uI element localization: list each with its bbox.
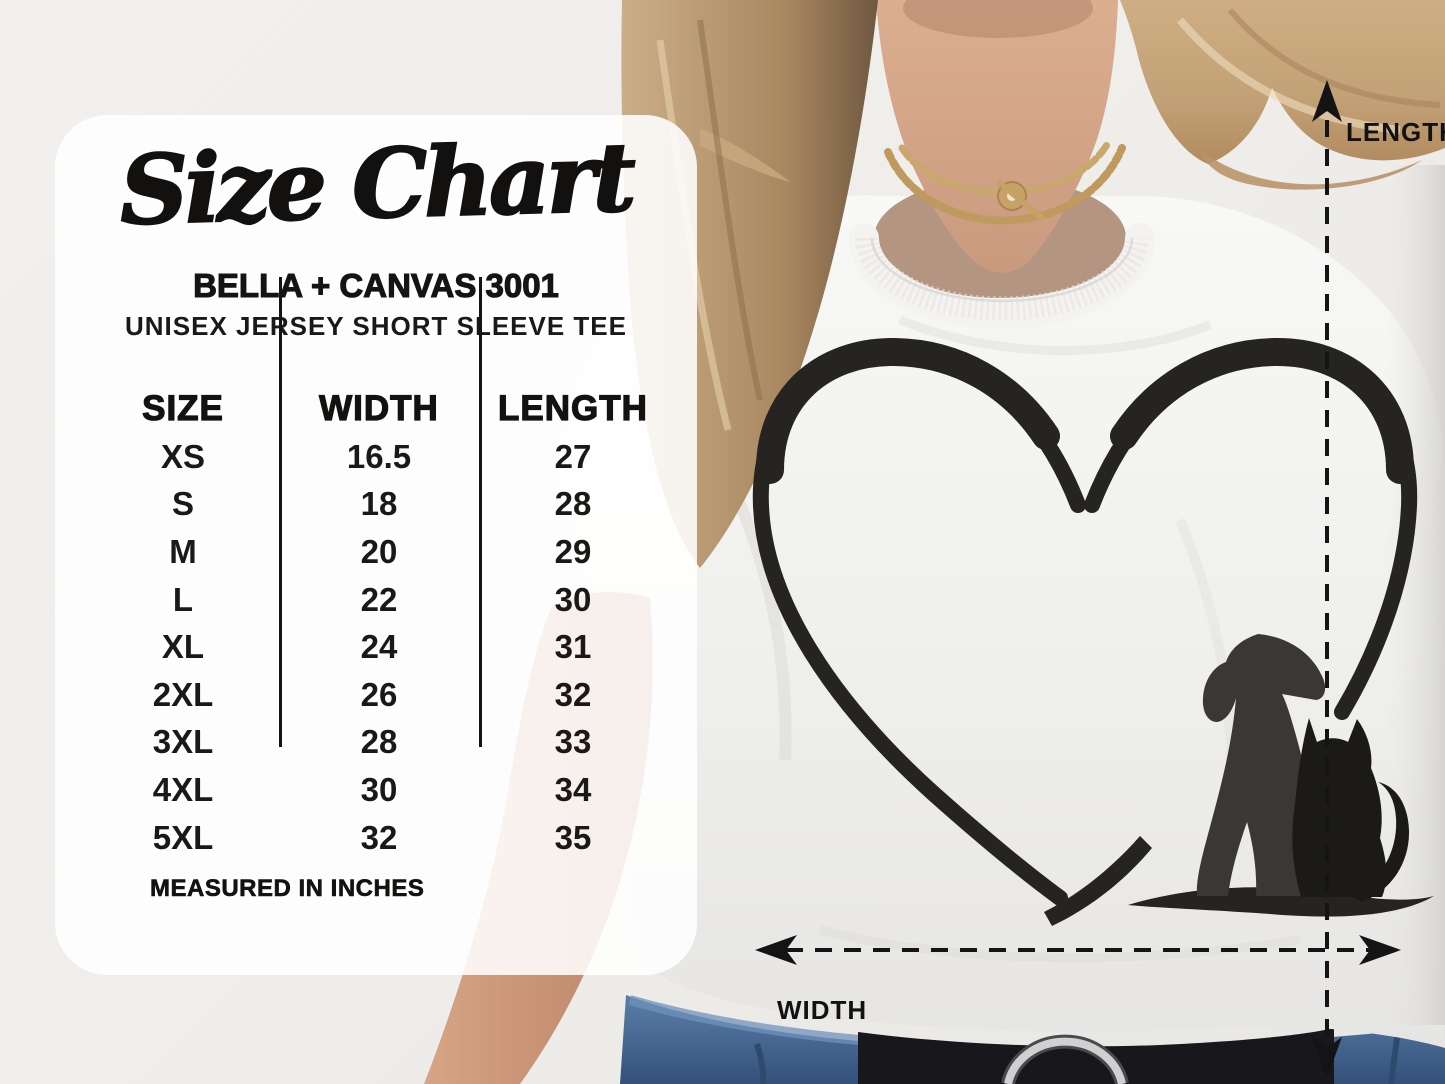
cell-size: XS bbox=[160, 437, 206, 475]
width-measure-label: WIDTH bbox=[777, 995, 868, 1025]
cell-size: 3XL bbox=[152, 723, 214, 761]
cell-width: 24 bbox=[360, 628, 398, 666]
table-row: M 20 29 bbox=[55, 528, 697, 576]
length-arrow-up bbox=[1312, 80, 1342, 122]
size-chart-card: Size Chart BELLA + CANVAS 3001 UNISEX JE… bbox=[55, 115, 697, 975]
header-length: LENGTH bbox=[497, 388, 648, 428]
cell-size: 4XL bbox=[152, 770, 214, 808]
heart-swoosh bbox=[1044, 836, 1152, 926]
cell-width: 22 bbox=[360, 580, 398, 618]
card-title: Size Chart bbox=[117, 121, 634, 247]
cell-length: 27 bbox=[554, 437, 592, 475]
table-row: L 22 30 bbox=[55, 576, 697, 624]
measurement-lines bbox=[755, 80, 1401, 1078]
table-divider bbox=[479, 277, 482, 747]
width-arrow-left bbox=[755, 935, 797, 965]
cell-width: 28 bbox=[360, 723, 398, 761]
cell-length: 31 bbox=[554, 628, 592, 666]
cell-width: 16.5 bbox=[346, 437, 412, 475]
cell-size: 5XL bbox=[152, 818, 214, 856]
cell-width: 26 bbox=[360, 675, 398, 713]
product-line: UNISEX JERSEY SHORT SLEEVE TEE bbox=[125, 311, 627, 341]
cell-size: 2XL bbox=[152, 675, 214, 713]
cell-size: L bbox=[172, 580, 194, 618]
cell-length: 35 bbox=[554, 818, 592, 856]
table-row: XL 24 31 bbox=[55, 623, 697, 671]
cell-length: 29 bbox=[554, 532, 592, 570]
table-row: 5XL 32 35 bbox=[55, 814, 697, 862]
table-row: S 18 28 bbox=[55, 481, 697, 529]
length-measure-label: LENGTH bbox=[1346, 117, 1445, 147]
cell-size: S bbox=[171, 485, 194, 523]
chin-shadow bbox=[903, 0, 1093, 38]
cat-tail bbox=[1352, 782, 1410, 902]
table-row: 4XL 30 34 bbox=[55, 766, 697, 814]
heart-dog-cat-design bbox=[752, 337, 1434, 926]
gold-necklace bbox=[884, 139, 1126, 225]
table-divider bbox=[279, 277, 282, 747]
header-width: WIDTH bbox=[319, 388, 439, 428]
cell-length: 33 bbox=[554, 723, 592, 761]
cell-size: XL bbox=[161, 628, 205, 666]
cell-width: 20 bbox=[360, 532, 398, 570]
cell-width: 18 bbox=[360, 485, 398, 523]
table-row: 3XL 28 33 bbox=[55, 719, 697, 767]
table-row: 2XL 26 32 bbox=[55, 671, 697, 719]
cell-length: 32 bbox=[554, 675, 592, 713]
brand-line: BELLA + CANVAS 3001 bbox=[193, 266, 560, 304]
table-header-row: SIZE WIDTH LENGTH bbox=[55, 385, 697, 433]
cell-width: 30 bbox=[360, 770, 398, 808]
measured-in-inches-note: MEASURED IN INCHES bbox=[150, 875, 425, 903]
table-row: XS 16.5 27 bbox=[55, 433, 697, 481]
cell-size: M bbox=[169, 532, 197, 570]
jeans bbox=[620, 995, 1445, 1084]
cell-width: 32 bbox=[360, 818, 398, 856]
cell-length: 34 bbox=[554, 770, 592, 808]
collar bbox=[849, 223, 1155, 329]
cell-length: 28 bbox=[554, 485, 592, 523]
cell-length: 30 bbox=[554, 580, 592, 618]
width-arrow-right bbox=[1359, 935, 1401, 965]
cat-silhouette bbox=[1292, 718, 1387, 897]
size-table: SIZE WIDTH LENGTH XS 16.5 27 S 18 28 M 2… bbox=[55, 385, 697, 861]
header-size: SIZE bbox=[141, 388, 224, 428]
length-arrow-down bbox=[1312, 1037, 1342, 1078]
